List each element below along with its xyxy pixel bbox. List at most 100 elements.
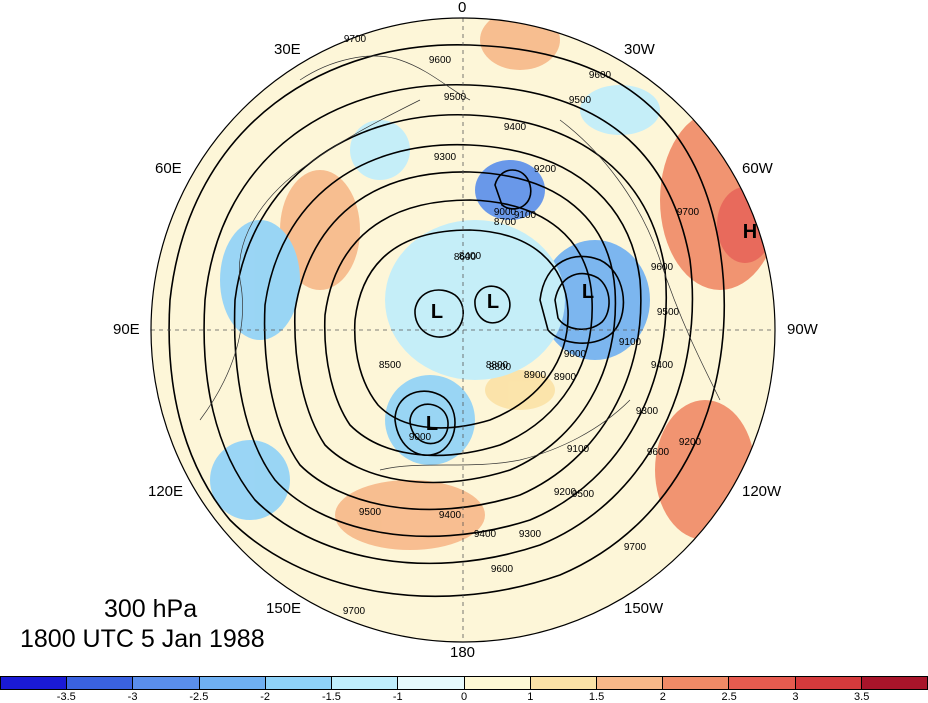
colorbar-tick-label: 1 — [527, 691, 534, 703]
colorbar-segment — [332, 677, 399, 689]
contour-label: 9700 — [344, 34, 367, 45]
colorbar-tick-label: -1.5 — [321, 691, 341, 703]
colorbar-segment — [596, 677, 664, 689]
valid-time-title: 1800 UTC 5 Jan 1988 — [20, 625, 265, 653]
contour-label: 9500 — [444, 92, 467, 103]
contour-label: 9300 — [636, 406, 659, 417]
colorbar-tick-label: 1.5 — [588, 691, 605, 703]
colorbar-tick-label: -1 — [392, 691, 403, 703]
colorbar-segment — [265, 677, 333, 689]
contour-label: 9600 — [429, 55, 452, 66]
pressure-system-layer: H L L L L — [426, 221, 757, 435]
colorbar-segment — [67, 677, 134, 689]
contour-label: 8400 — [459, 251, 482, 262]
lon-label-90w: 90W — [787, 321, 818, 338]
contour-label: 9200 — [534, 164, 557, 175]
colorbar-segment — [663, 677, 730, 689]
colorbar-tick-label: -2.5 — [189, 691, 209, 703]
lon-label-150e: 150E — [266, 600, 302, 617]
lon-label-150w: 150W — [624, 600, 664, 617]
lon-label-30e: 30E — [274, 41, 301, 58]
positive-anomaly-region — [485, 370, 555, 410]
contour-label: 9200 — [554, 487, 577, 498]
colorbar — [0, 676, 928, 690]
contour-label: 8800 — [489, 362, 512, 373]
contour-label: 9500 — [569, 95, 592, 106]
negative-anomaly-region — [580, 85, 660, 135]
contour-label: 8600 — [454, 252, 477, 263]
contour-label: 9100 — [619, 337, 642, 348]
low-pressure-marker: L — [582, 281, 594, 303]
positive-anomaly-region — [335, 480, 485, 550]
contour-label: 9100 — [567, 444, 590, 455]
graticule — [151, 18, 775, 642]
negative-anomaly-region — [475, 160, 545, 220]
colorbar-segment — [729, 677, 796, 689]
low-pressure-marker: L — [426, 413, 438, 435]
negative-anomaly-region — [220, 220, 300, 340]
low-pressure-marker: L — [431, 301, 443, 323]
low-pressure-marker: L — [487, 291, 499, 313]
colorbar-tick-label: 3.5 — [854, 691, 870, 703]
lon-label-30w: 30W — [624, 41, 655, 58]
lon-label-120e: 120E — [148, 483, 184, 500]
colorbar-segment — [1, 677, 68, 689]
contour-label: 9100 — [514, 210, 537, 221]
map-boundary — [150, 17, 776, 643]
contour-label: 9600 — [651, 262, 674, 273]
contour-label: 8900 — [524, 370, 547, 381]
contour-label: 9000 — [494, 207, 517, 218]
contour-label: 9600 — [589, 70, 612, 81]
contour-label: 9000 — [409, 432, 432, 443]
contour-label: 9700 — [624, 542, 647, 553]
contour-label: 9700 — [677, 207, 700, 218]
lon-label-120w: 120W — [742, 483, 782, 500]
contour-label: 9300 — [434, 152, 457, 163]
contour-label: 9500 — [359, 507, 382, 518]
contour-label: 9400 — [439, 510, 462, 521]
colorbar-segment — [464, 677, 531, 689]
colorbar-tick-label: 3 — [792, 691, 799, 703]
contour-label: 9200 — [679, 437, 702, 448]
negative-anomaly-region — [210, 440, 290, 520]
colorbar-tick-label: 2.5 — [721, 691, 737, 703]
lon-label-90e: 90E — [113, 321, 140, 338]
anomaly-shading — [210, 18, 775, 550]
colorbar-segment — [861, 677, 928, 689]
colorbar-segment — [530, 677, 597, 689]
lon-label-180: 180 — [450, 644, 476, 661]
contour-label: 8700 — [494, 217, 517, 228]
contour-label: 9600 — [491, 564, 514, 575]
contour-label: 9500 — [572, 489, 595, 500]
lon-label-60e: 60E — [155, 160, 182, 177]
colorbar-tick-label: 2 — [659, 691, 666, 703]
negative-anomaly-region — [385, 375, 475, 465]
colorbar-segment — [199, 677, 266, 689]
colorbar-segment — [398, 677, 465, 689]
colorbar-segment — [133, 677, 200, 689]
pressure-level-title: 300 hPa — [104, 595, 198, 623]
colorbar-tick-label: -3 — [127, 691, 138, 703]
high-pressure-marker: H — [743, 221, 757, 243]
contour-label: 8500 — [379, 360, 402, 371]
colorbar-tick-label: -2 — [260, 691, 271, 703]
contour-label: 9700 — [343, 606, 366, 617]
coastlines — [199, 55, 721, 471]
lon-label-0: 0 — [458, 0, 467, 16]
contour-label: 8900 — [554, 372, 577, 383]
contour-label: 9400 — [651, 360, 674, 371]
contour-label: 9000 — [564, 349, 587, 360]
colorbar-segment — [795, 677, 862, 689]
negative-anomaly-region — [350, 120, 410, 180]
contour-label: 9400 — [474, 529, 497, 540]
contour-label: 8800 — [486, 360, 509, 371]
colorbar-tick-label: -3.5 — [56, 691, 76, 703]
lon-label-60w: 60W — [742, 160, 773, 177]
colorbar-tick-label: 0 — [460, 691, 468, 703]
positive-anomaly-region — [280, 170, 360, 290]
contour-label: 9400 — [504, 122, 527, 133]
contour-label: 9500 — [657, 307, 680, 318]
contour-label: 9300 — [519, 529, 542, 540]
